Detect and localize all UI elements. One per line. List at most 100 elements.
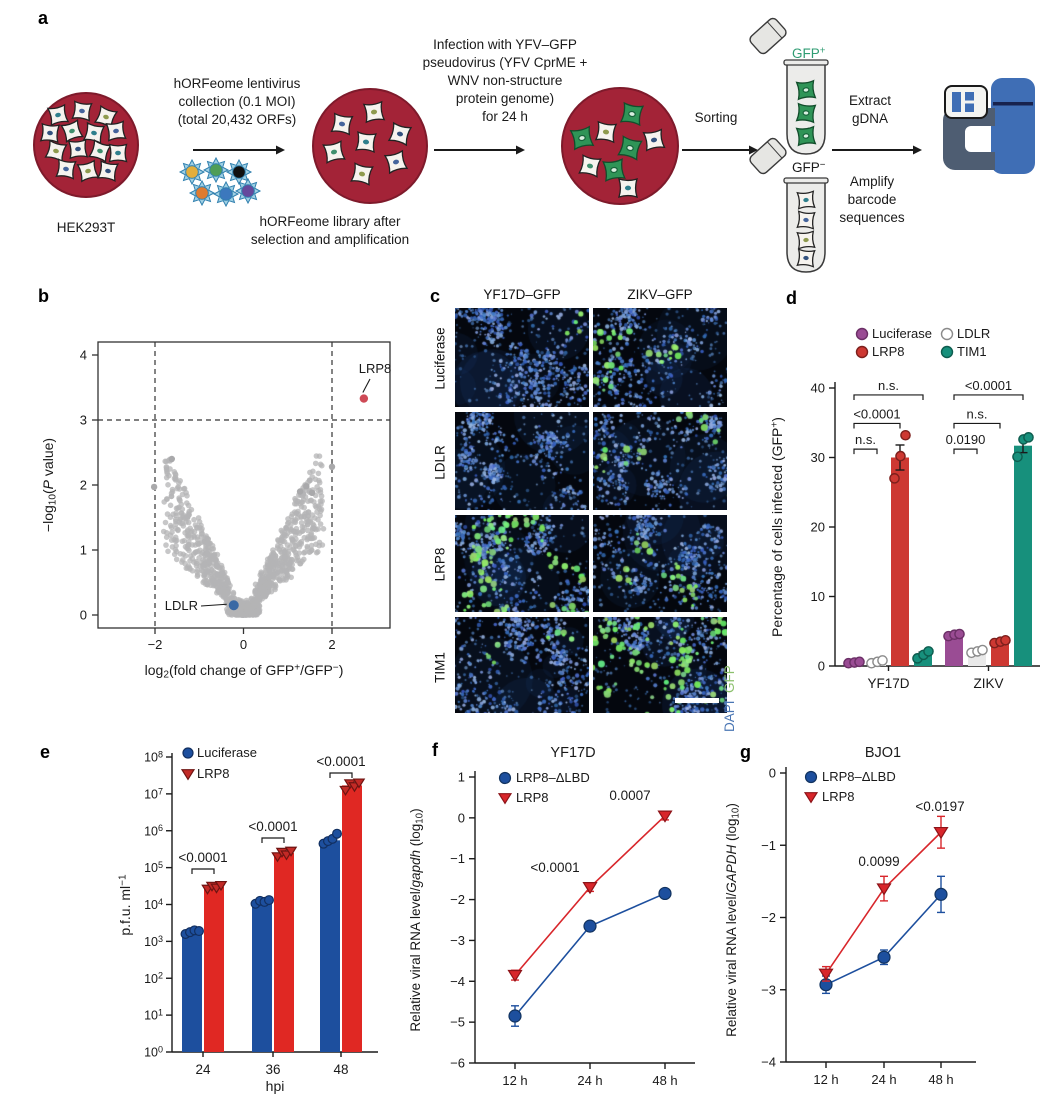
pvalue-label: <0.0197 <box>915 799 964 814</box>
gfp-positive-cell-icon <box>602 158 626 182</box>
pvalue-label: n.s. <box>855 432 876 447</box>
y-tick-label: −1 <box>761 838 776 853</box>
cell-icon <box>387 121 413 147</box>
horfeome-library-dish <box>312 88 428 204</box>
pvalue-label: <0.0001 <box>965 378 1012 393</box>
cell-icon <box>322 140 346 164</box>
bar-zikv-tim1 <box>1014 445 1032 666</box>
hek293t-dish <box>33 92 139 198</box>
legend-label: LRP8–ΔLBD <box>516 770 590 785</box>
cell-icon <box>88 139 112 163</box>
cell-icon <box>383 149 409 175</box>
x-tick-label: 24 <box>195 1062 211 1077</box>
y-tick-label: −3 <box>761 982 776 997</box>
volcano-point-cloud <box>160 453 327 618</box>
hek293t-label: HEK293T <box>57 220 116 235</box>
legend-label: LRP8 <box>197 766 230 781</box>
gfp-positive-cell-icon <box>795 102 817 124</box>
y-tick-label: 1 <box>458 770 465 785</box>
cell-icon <box>55 158 77 180</box>
legend-label: LRP8 <box>516 790 549 805</box>
lrp8-point <box>359 394 369 403</box>
cell-icon <box>796 210 816 230</box>
y-axis-label: Relative viral RNA level/gapdh (log10) <box>408 808 425 1031</box>
y-tick-label: 0 <box>769 766 776 781</box>
gfp-negative-label: GFP− <box>792 160 826 175</box>
pvalue-label: <0.0001 <box>853 406 900 421</box>
sequencer-icon <box>943 78 1035 174</box>
extract-gdna-line: gDNA <box>852 111 888 126</box>
column-header-zikv-gfp: ZIKV–GFP <box>627 287 693 302</box>
arrow <box>832 145 922 155</box>
gfp-positive-cell-icon <box>569 125 595 151</box>
infection-caption-line: protein genome) <box>456 91 554 106</box>
gfp-positive-label: GFP+ <box>792 46 826 61</box>
pvalue-label: <0.0001 <box>530 860 579 875</box>
extract-gdna-line: Extract <box>849 93 891 108</box>
cell-icon <box>108 143 128 163</box>
cell-icon <box>60 119 84 143</box>
cell-icon <box>350 162 374 186</box>
bar-luciferase-24 <box>182 931 202 1052</box>
legend-marker <box>498 771 512 785</box>
arrow <box>193 145 285 155</box>
pvalue-label: <0.0001 <box>178 850 227 865</box>
y-tick-label: 100 <box>144 1044 163 1059</box>
pvalue-label: 0.0007 <box>609 788 650 803</box>
micrograph-zikv-tim1 <box>593 617 727 713</box>
y-axis-label: −log10(P value) <box>40 438 59 532</box>
panel-label-a: a <box>38 8 49 28</box>
cell-icon <box>796 190 816 210</box>
x-tick-label: 0 <box>240 637 247 652</box>
y-tick-label: 40 <box>811 381 825 396</box>
pvalue-label: <0.0001 <box>316 754 365 769</box>
panel-label-d: d <box>786 288 797 308</box>
y-tick-label: −2 <box>450 892 465 907</box>
gfp-positive-cell-icon <box>617 135 643 161</box>
ldlr-annotation: LDLR <box>165 598 198 613</box>
infection-caption-line: pseudovirus (YFV CprME + <box>423 55 588 70</box>
y-axis-label: Percentage of cells infected (GFP+) <box>769 417 785 637</box>
legend-label: Luciferase <box>197 745 257 760</box>
y-tick-label: −4 <box>761 1055 776 1070</box>
legend-marker-ldlr <box>940 327 954 341</box>
infection-caption-line: Infection with YFV–GFP <box>433 37 577 52</box>
y-tick-label: −4 <box>450 974 465 989</box>
panel-label-f: f <box>432 740 438 760</box>
x-tick-label: 48 h <box>652 1073 677 1088</box>
gfp-negative-tube-cap <box>749 137 787 175</box>
cell-icon <box>362 100 386 124</box>
legend-label: Luciferase <box>872 326 932 341</box>
micrograph-yf17d-ldlr <box>455 412 589 510</box>
panel-f-line-chart-yf17d: YF17D 1 0 −1 −2 −3 −4 −5 −6 12 h 24 h 48 h LRP8–ΔLBD… <box>408 745 695 1088</box>
x-tick-label: 24 h <box>871 1072 896 1087</box>
arrow <box>682 145 758 155</box>
panel-label-g: g <box>740 742 751 762</box>
cell-icon <box>617 177 639 199</box>
amplify-barcode-line: sequences <box>839 210 905 225</box>
legend-marker <box>804 770 818 784</box>
lentivirus-icon <box>188 179 216 207</box>
legend-label: LDLR <box>957 326 990 341</box>
micrograph-yf17d-lrp8 <box>455 515 589 612</box>
cell-icon <box>330 112 354 136</box>
lentivirus-caption-line: hORFeome lentivirus <box>174 76 301 91</box>
x-tick-label: 2 <box>328 637 335 652</box>
amplify-barcode-line: barcode <box>848 192 897 207</box>
cell-icon <box>46 103 70 127</box>
cell-icon <box>71 100 93 122</box>
panel-a-screen-workflow-diagram: HEK293T hORFeome lentivirus collection (0.… <box>33 17 1035 273</box>
pvalue-label: n.s. <box>967 406 988 421</box>
sorting-label: Sorting <box>695 110 738 125</box>
micrograph-zikv-lrp8 <box>593 515 727 612</box>
pvalue-label: n.s. <box>878 378 899 393</box>
y-tick-label: 105 <box>144 860 163 875</box>
arrow <box>434 145 525 155</box>
y-tick-label: 30 <box>811 450 825 465</box>
cell-icon <box>594 120 618 144</box>
legend-label: LRP8 <box>822 789 855 804</box>
y-axis-label: p.f.u. ml−1 <box>117 874 133 936</box>
micrograph-zikv-luciferase <box>593 308 727 407</box>
legend-marker-luciferase <box>855 327 869 341</box>
lentivirus-icon <box>234 177 262 205</box>
